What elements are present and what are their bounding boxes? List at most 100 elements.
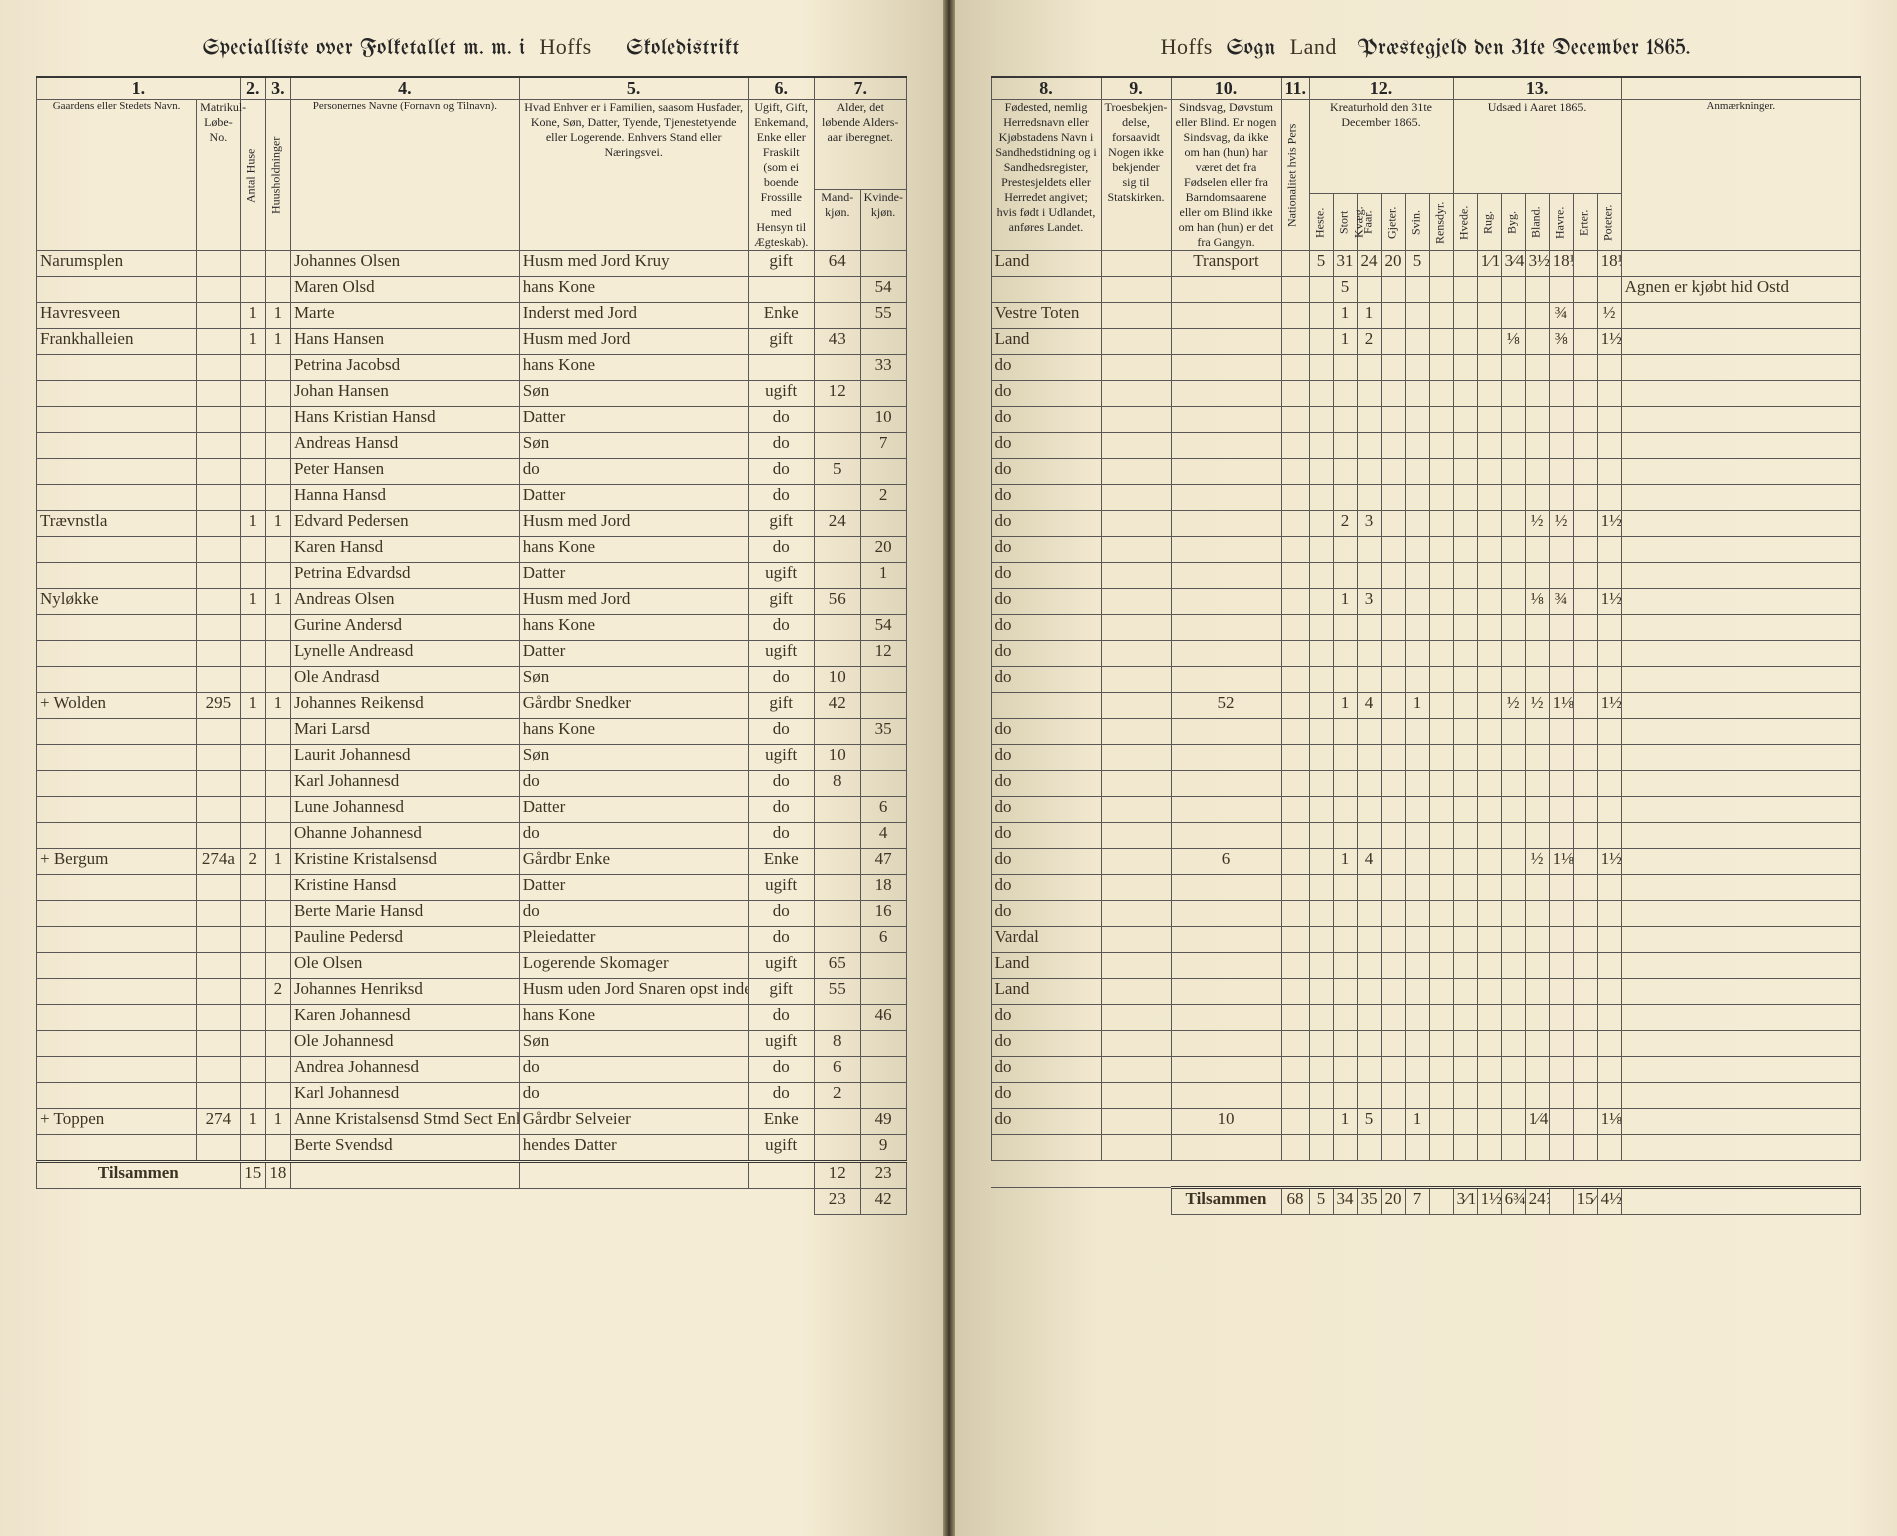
cell-erter: [1573, 485, 1597, 511]
table-row: Maren Olsdhans Kone54: [37, 277, 907, 303]
cell-stand: do: [748, 927, 814, 953]
table-body-right: LandTransport531242051⁄163⁄43½18½18½5Agn…: [991, 251, 1861, 1161]
cell-hvede: [1453, 927, 1477, 953]
cell-ss: 10: [1171, 1109, 1281, 1135]
cell-faar: 3: [1357, 589, 1381, 615]
cell-potet: [1597, 381, 1621, 407]
cell-faar: [1357, 771, 1381, 797]
cell-ren: [1429, 641, 1453, 667]
cell-erter: [1573, 1031, 1597, 1057]
cell-havre: [1549, 407, 1573, 433]
cell-mlno: [197, 771, 240, 797]
cell-bland: [1525, 771, 1549, 797]
colhead-alder: Alder, det løbende Alders-aar iberegnet.: [814, 100, 906, 190]
table-row: do: [991, 667, 1861, 693]
header-r-sogn: Sogn: [1227, 37, 1276, 60]
cell-heste: [1309, 1109, 1333, 1135]
cell-byg: [1501, 511, 1525, 537]
cell-gjeter: [1381, 641, 1405, 667]
cell-byg: [1501, 355, 1525, 381]
cell-rug: [1477, 875, 1501, 901]
colnum-9: 9.: [1101, 77, 1171, 100]
colhead-fode: Fødested, nemlig Herredsnavn eller Kjøbs…: [991, 100, 1101, 251]
cell-stand: ugift: [748, 1031, 814, 1057]
cell-ren: [1429, 1057, 1453, 1083]
cell-hvede: [1453, 797, 1477, 823]
cell-rug: [1477, 459, 1501, 485]
cell-rug: [1477, 1083, 1501, 1109]
cell-navn: Ole Andrasd: [290, 667, 519, 693]
cell-heste: [1309, 355, 1333, 381]
sum-kv: 23: [860, 1162, 906, 1189]
cell-bland: [1525, 433, 1549, 459]
colnum-11: 11.: [1281, 77, 1309, 100]
cell-tro: [1101, 1031, 1171, 1057]
table-row: do: [991, 1057, 1861, 1083]
table-row: Frankhalleien11Hans HansenHusm med Jordg…: [37, 329, 907, 355]
cell-faar: [1357, 667, 1381, 693]
cell-potet: [1597, 641, 1621, 667]
cell-kv: [860, 251, 906, 277]
cell-gjeter: [1381, 303, 1405, 329]
cell-potet: [1597, 537, 1621, 563]
colhead-hus: Antal Huse: [240, 100, 265, 251]
cell-potet: [1597, 1005, 1621, 1031]
table-row: do: [991, 875, 1861, 901]
cell-hh: [265, 823, 290, 849]
cell-heste: [1309, 849, 1333, 875]
cell-heste: [1309, 407, 1333, 433]
cell-anm: [1621, 771, 1860, 797]
cell-erter: [1573, 589, 1597, 615]
cell-hvede: [1453, 771, 1477, 797]
cell-faar: [1357, 719, 1381, 745]
cell-nat: [1281, 1005, 1309, 1031]
cell-bland: [1525, 667, 1549, 693]
cell-faar: [1357, 875, 1381, 901]
table-row: do: [991, 537, 1861, 563]
header-r-script: Hoffs: [1161, 34, 1213, 59]
left-page-title: Specialliste over Folketallet m. m. i Ho…: [36, 34, 907, 60]
cell-nat: [1281, 563, 1309, 589]
cell-nat: [1281, 303, 1309, 329]
cell-byg: [1501, 641, 1525, 667]
cell-potet: [1597, 875, 1621, 901]
cell-svin: [1405, 1135, 1429, 1161]
cell-anm: [1621, 1109, 1860, 1135]
cell-faar: [1357, 407, 1381, 433]
cell-faar: [1357, 1135, 1381, 1161]
colnum-12: 12.: [1309, 77, 1453, 100]
colnum-13: 13.: [1453, 77, 1621, 100]
cell-hvede: [1453, 485, 1477, 511]
cell-bland: [1525, 979, 1549, 1005]
cell-faar: 5: [1357, 1109, 1381, 1135]
cell-gaard: [37, 667, 197, 693]
cell-navn: Ole Johannesd: [290, 1031, 519, 1057]
cell-ss: [1171, 329, 1281, 355]
cell-fode: do: [991, 537, 1101, 563]
cell-kv: 12: [860, 641, 906, 667]
cell-ss: [1171, 797, 1281, 823]
cell-faar: [1357, 979, 1381, 1005]
cell-potet: [1597, 901, 1621, 927]
cell-hvede: [1453, 719, 1477, 745]
cell-erter: [1573, 719, 1597, 745]
table-row: Ole OlsenLogerende Skomagerugift65: [37, 953, 907, 979]
cell-fode: do: [991, 1109, 1101, 1135]
cell-stand: do: [748, 459, 814, 485]
cell-mk: [814, 875, 860, 901]
table-row: do: [991, 901, 1861, 927]
cell-mk: [814, 823, 860, 849]
cell-navn: Ohanne Johannesd: [290, 823, 519, 849]
cell-mk: [814, 407, 860, 433]
cell-hh: [265, 485, 290, 511]
cell-mk: [814, 849, 860, 875]
cell-havre: [1549, 927, 1573, 953]
table-row: 2Johannes HenriksdHusm uden Jord Snaren …: [37, 979, 907, 1005]
cell-kv: 35: [860, 719, 906, 745]
cell-ren: [1429, 823, 1453, 849]
cell-ren: [1429, 719, 1453, 745]
cell-mk: 65: [814, 953, 860, 979]
cell-fode: do: [991, 589, 1101, 615]
cell-kv: [860, 381, 906, 407]
cell-nat: [1281, 433, 1309, 459]
